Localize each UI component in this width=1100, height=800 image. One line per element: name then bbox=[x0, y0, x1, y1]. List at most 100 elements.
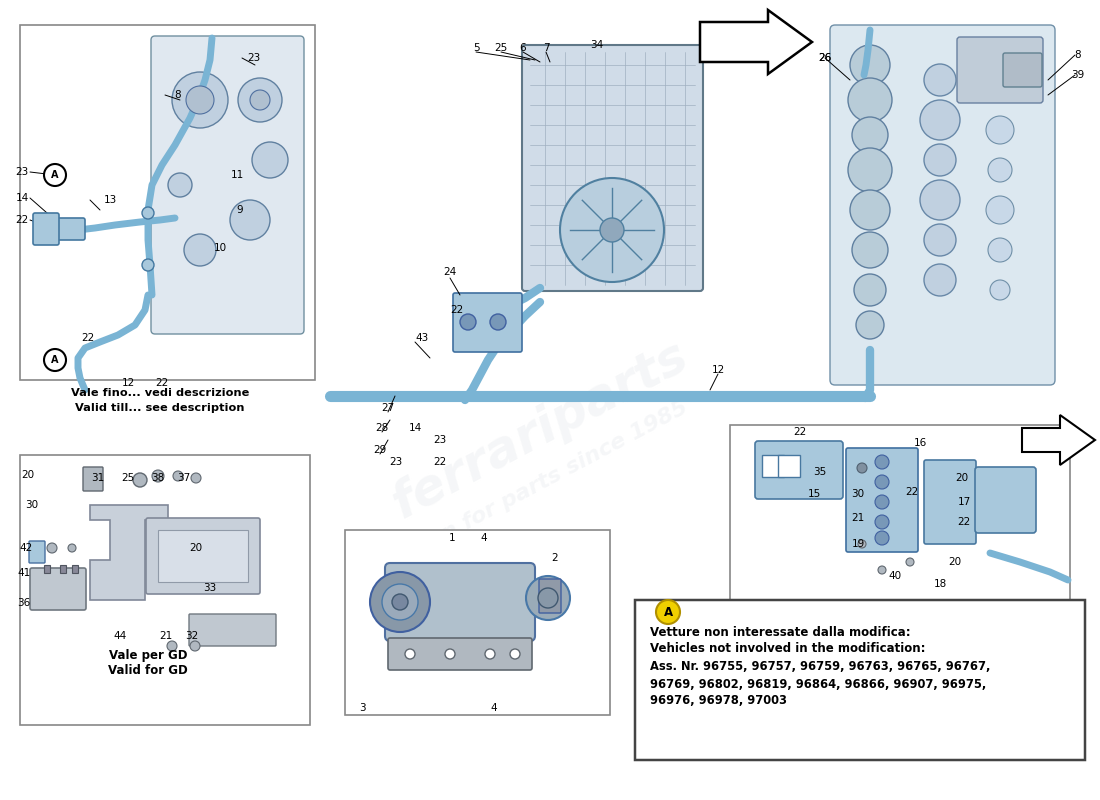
FancyBboxPatch shape bbox=[20, 25, 315, 380]
Circle shape bbox=[446, 649, 455, 659]
Text: 12: 12 bbox=[121, 378, 134, 388]
Circle shape bbox=[405, 649, 415, 659]
Text: 35: 35 bbox=[813, 467, 826, 477]
Circle shape bbox=[920, 100, 960, 140]
Text: 23: 23 bbox=[248, 53, 261, 63]
Bar bbox=[72, 565, 78, 573]
Circle shape bbox=[874, 475, 889, 489]
Circle shape bbox=[920, 180, 960, 220]
Bar bbox=[158, 530, 248, 582]
Text: passion for parts since 1985: passion for parts since 1985 bbox=[368, 398, 692, 582]
FancyBboxPatch shape bbox=[189, 614, 276, 646]
FancyBboxPatch shape bbox=[20, 455, 310, 725]
Text: 38: 38 bbox=[152, 473, 165, 483]
Text: 26: 26 bbox=[818, 53, 832, 63]
Circle shape bbox=[848, 148, 892, 192]
Text: 20: 20 bbox=[956, 473, 969, 483]
Text: 24: 24 bbox=[443, 267, 456, 277]
Bar bbox=[762, 455, 784, 477]
Circle shape bbox=[44, 349, 66, 371]
Circle shape bbox=[924, 144, 956, 176]
Circle shape bbox=[460, 314, 476, 330]
Text: 6: 6 bbox=[519, 43, 526, 53]
Text: 17: 17 bbox=[957, 497, 970, 507]
Text: 29: 29 bbox=[373, 445, 386, 455]
Circle shape bbox=[172, 72, 228, 128]
FancyBboxPatch shape bbox=[345, 530, 610, 715]
FancyBboxPatch shape bbox=[730, 425, 1070, 630]
Text: 11: 11 bbox=[230, 170, 243, 180]
FancyBboxPatch shape bbox=[453, 293, 522, 352]
Text: 10: 10 bbox=[213, 243, 227, 253]
Text: 36: 36 bbox=[18, 598, 31, 608]
Circle shape bbox=[510, 649, 520, 659]
Text: 25: 25 bbox=[121, 473, 134, 483]
Text: 27: 27 bbox=[382, 403, 395, 413]
Polygon shape bbox=[700, 10, 812, 74]
Circle shape bbox=[656, 600, 680, 624]
Polygon shape bbox=[90, 505, 168, 600]
Text: 4: 4 bbox=[491, 703, 497, 713]
Text: Valid for GD: Valid for GD bbox=[108, 665, 188, 678]
Circle shape bbox=[878, 566, 886, 574]
Text: 22: 22 bbox=[957, 517, 970, 527]
Circle shape bbox=[238, 78, 282, 122]
FancyBboxPatch shape bbox=[755, 441, 843, 499]
Circle shape bbox=[44, 164, 66, 186]
FancyBboxPatch shape bbox=[388, 638, 532, 670]
Text: A: A bbox=[52, 355, 58, 365]
Text: 32: 32 bbox=[186, 631, 199, 641]
Text: 22: 22 bbox=[793, 427, 806, 437]
Text: 42: 42 bbox=[20, 543, 33, 553]
Circle shape bbox=[142, 259, 154, 271]
Circle shape bbox=[857, 463, 867, 473]
FancyBboxPatch shape bbox=[635, 600, 1085, 760]
Circle shape bbox=[986, 116, 1014, 144]
Circle shape bbox=[856, 311, 884, 339]
FancyBboxPatch shape bbox=[82, 467, 103, 491]
Text: 37: 37 bbox=[177, 473, 190, 483]
FancyBboxPatch shape bbox=[522, 45, 703, 291]
Circle shape bbox=[874, 531, 889, 545]
Text: 41: 41 bbox=[18, 568, 31, 578]
Circle shape bbox=[848, 78, 892, 122]
Text: 4: 4 bbox=[481, 533, 487, 543]
Text: 22: 22 bbox=[81, 333, 95, 343]
Text: Vale per GD: Vale per GD bbox=[109, 650, 187, 662]
Circle shape bbox=[191, 473, 201, 483]
Text: 26: 26 bbox=[818, 53, 832, 63]
Circle shape bbox=[850, 190, 890, 230]
Text: 9: 9 bbox=[236, 205, 243, 215]
Circle shape bbox=[252, 142, 288, 178]
Text: 40: 40 bbox=[889, 571, 902, 581]
Text: 96769, 96802, 96819, 96864, 96866, 96907, 96975,: 96769, 96802, 96819, 96864, 96866, 96907… bbox=[650, 678, 987, 690]
Circle shape bbox=[133, 473, 147, 487]
Circle shape bbox=[850, 45, 890, 85]
Circle shape bbox=[173, 471, 183, 481]
FancyBboxPatch shape bbox=[53, 218, 85, 240]
FancyBboxPatch shape bbox=[924, 460, 976, 544]
Circle shape bbox=[230, 200, 270, 240]
Text: Ass. Nr. 96755, 96757, 96759, 96763, 96765, 96767,: Ass. Nr. 96755, 96757, 96759, 96763, 967… bbox=[650, 661, 990, 674]
Circle shape bbox=[184, 234, 216, 266]
Text: 44: 44 bbox=[113, 631, 127, 641]
Text: 22: 22 bbox=[15, 215, 29, 225]
Circle shape bbox=[382, 584, 418, 620]
Circle shape bbox=[874, 455, 889, 469]
Text: 3: 3 bbox=[359, 703, 365, 713]
Text: 14: 14 bbox=[408, 423, 421, 433]
Text: 7: 7 bbox=[542, 43, 549, 53]
Circle shape bbox=[988, 158, 1012, 182]
Circle shape bbox=[988, 78, 1012, 102]
Circle shape bbox=[988, 238, 1012, 262]
Circle shape bbox=[852, 232, 888, 268]
Circle shape bbox=[986, 196, 1014, 224]
Circle shape bbox=[392, 594, 408, 610]
Bar bbox=[60, 565, 66, 573]
Circle shape bbox=[186, 86, 214, 114]
Text: 96976, 96978, 97003: 96976, 96978, 97003 bbox=[650, 694, 786, 707]
FancyBboxPatch shape bbox=[539, 579, 561, 613]
Text: 28: 28 bbox=[375, 423, 388, 433]
FancyBboxPatch shape bbox=[151, 36, 304, 334]
Text: 21: 21 bbox=[851, 513, 865, 523]
